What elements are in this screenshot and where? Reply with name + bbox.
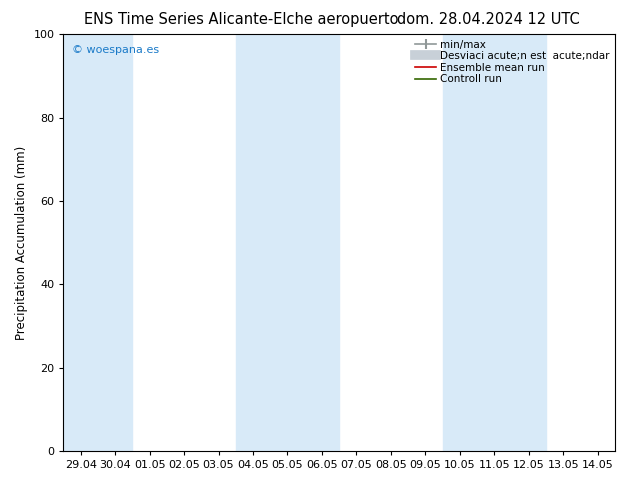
Legend: min/max, Desviaci acute;n est  acute;ndar, Ensemble mean run, Controll run: min/max, Desviaci acute;n est acute;ndar…	[413, 37, 612, 86]
Bar	[236, 34, 339, 451]
Text: © woespana.es: © woespana.es	[72, 45, 158, 55]
Bar	[443, 34, 546, 451]
Text: ENS Time Series Alicante-Elche aeropuerto: ENS Time Series Alicante-Elche aeropuert…	[84, 12, 398, 27]
Y-axis label: Precipitation Accumulation (mm): Precipitation Accumulation (mm)	[15, 146, 28, 340]
Bar	[63, 34, 133, 451]
Text: dom. 28.04.2024 12 UTC: dom. 28.04.2024 12 UTC	[397, 12, 579, 27]
